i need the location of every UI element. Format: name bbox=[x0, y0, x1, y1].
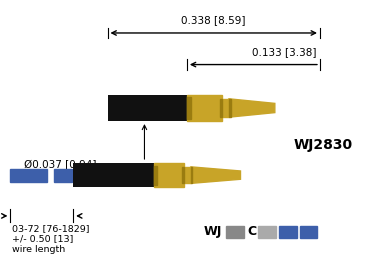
Bar bbox=[73, 163, 154, 187]
Text: 0.338 [8.59]: 0.338 [8.59] bbox=[181, 15, 246, 25]
Bar bbox=[187, 97, 191, 119]
Text: 03-72 [76-1829]
+/- 0.50 [13]
wire length: 03-72 [76-1829] +/- 0.50 [13] wire lengt… bbox=[12, 224, 90, 253]
Bar bbox=[107, 95, 187, 121]
Bar bbox=[182, 167, 184, 184]
Bar bbox=[54, 169, 72, 182]
Bar bbox=[279, 226, 297, 238]
Bar bbox=[220, 99, 222, 117]
Bar bbox=[300, 226, 317, 238]
Bar bbox=[154, 163, 184, 187]
Bar bbox=[187, 95, 222, 121]
Bar bbox=[191, 167, 192, 184]
Polygon shape bbox=[229, 99, 275, 117]
Bar bbox=[222, 99, 229, 117]
Bar bbox=[154, 166, 157, 185]
Bar bbox=[258, 226, 276, 238]
Text: C: C bbox=[247, 226, 256, 239]
Bar bbox=[229, 99, 231, 117]
Text: WJ2830: WJ2830 bbox=[294, 138, 353, 152]
Text: 0.133 [3.38]: 0.133 [3.38] bbox=[252, 47, 316, 57]
Bar bbox=[10, 169, 47, 182]
Polygon shape bbox=[191, 167, 241, 184]
Bar bbox=[226, 226, 244, 238]
Text: WJ: WJ bbox=[204, 226, 222, 239]
Text: Ø0.037 [0.94]: Ø0.037 [0.94] bbox=[24, 160, 97, 170]
Bar bbox=[184, 167, 191, 184]
